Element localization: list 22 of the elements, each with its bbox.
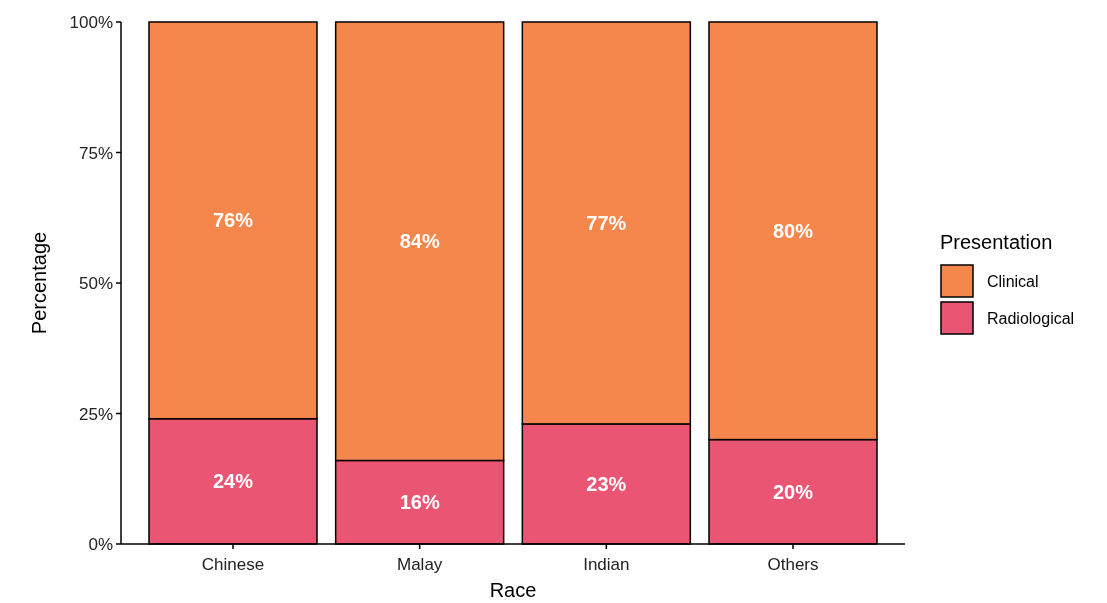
y-tick-label: 0% xyxy=(88,535,113,554)
legend-label: Clinical xyxy=(987,273,1039,290)
data-label: 84% xyxy=(399,230,440,253)
legend-label: Radiological xyxy=(987,310,1075,327)
legend-title: Presentation xyxy=(940,231,1053,253)
data-label: 16% xyxy=(399,491,440,514)
y-tick-label: 100% xyxy=(69,13,113,32)
data-label: 76% xyxy=(212,209,254,232)
data-label: 24% xyxy=(212,470,254,493)
data-label: 80% xyxy=(772,219,814,242)
y-tick-label: 50% xyxy=(78,274,113,293)
y-tick-label: 75% xyxy=(78,143,113,163)
y-axis-title: Percentage xyxy=(28,231,50,335)
data-label: 77% xyxy=(586,211,627,234)
y-tick-label: 25% xyxy=(78,404,113,424)
data-label: 20% xyxy=(772,480,814,503)
x-tick-label: Indian xyxy=(583,555,630,574)
x-axis-title: Race xyxy=(489,579,537,601)
x-tick-label: Malay xyxy=(396,555,443,574)
x-tick-label: Chinese xyxy=(201,555,265,574)
data-label: 23% xyxy=(586,472,627,495)
x-tick-label: Others xyxy=(767,555,819,574)
